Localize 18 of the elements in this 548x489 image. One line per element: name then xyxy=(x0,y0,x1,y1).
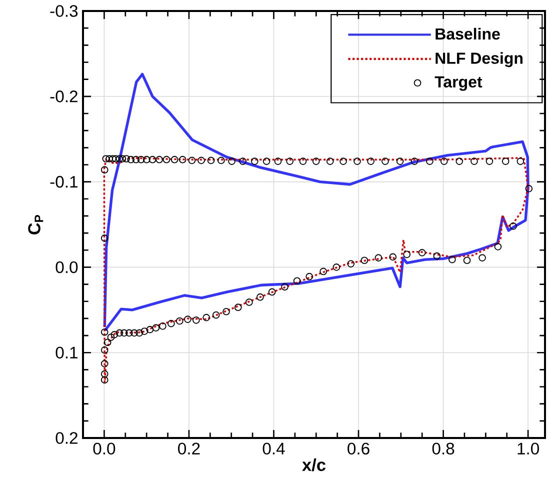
y-tick-label: -0.3 xyxy=(50,5,78,17)
x-tick-label: 0.8 xyxy=(432,442,454,455)
y-tick-label: -0.1 xyxy=(50,176,78,188)
y-tick-label: -0.2 xyxy=(50,90,78,102)
y-axis-title: C$_{P}$ xyxy=(28,214,44,234)
line-series xyxy=(103,72,530,332)
x-tick-label: 0.2 xyxy=(178,442,200,455)
x-axis-title: x/c xyxy=(302,458,326,472)
legend-label: Target xyxy=(434,76,482,91)
x-tick-label: 0.4 xyxy=(262,442,285,455)
text: Baseline xyxy=(436,28,500,40)
y-tick-label: 0.2 xyxy=(56,432,78,444)
text: NLF Design xyxy=(436,52,522,68)
y-tick-label: 0.0 xyxy=(56,261,78,274)
x-tick-label: 0.0 xyxy=(93,442,116,455)
x-tick-label: 1.0 xyxy=(518,442,539,455)
x-tick-label: 0.6 xyxy=(348,442,370,455)
y-tick-label: 0.1 xyxy=(56,346,78,359)
